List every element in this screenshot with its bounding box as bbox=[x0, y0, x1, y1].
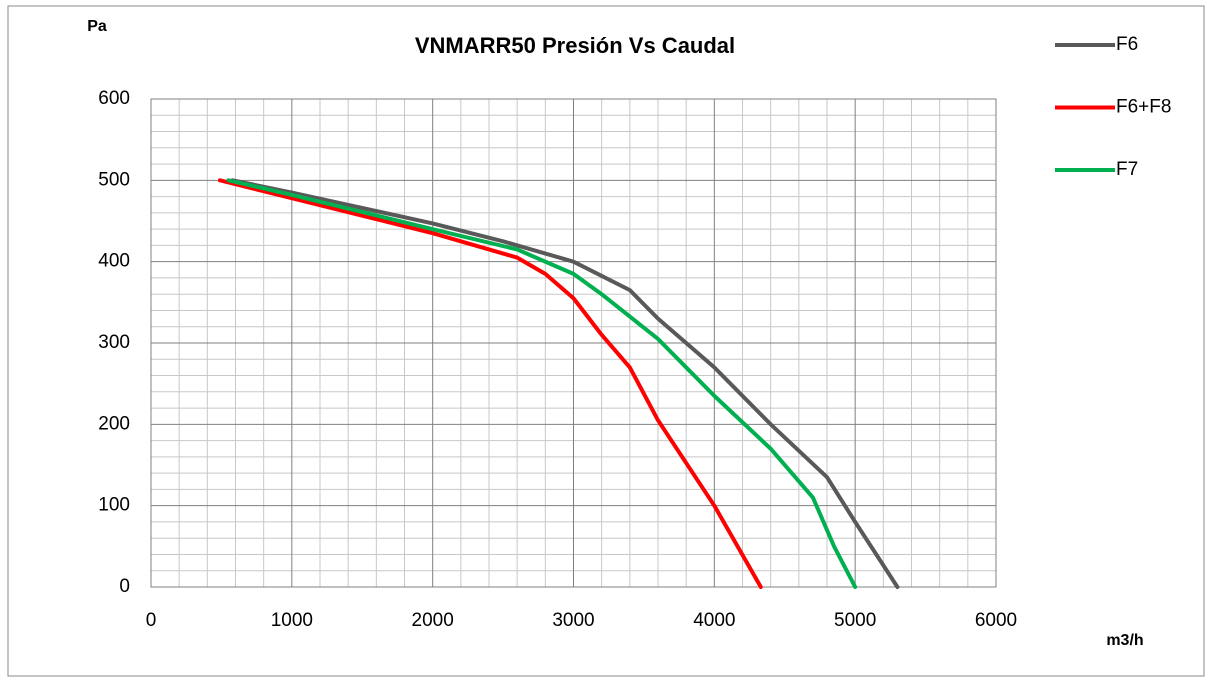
x-tick-label: 5000 bbox=[834, 610, 876, 631]
y-tick-label: 200 bbox=[98, 413, 130, 434]
x-axis-label: m3/h bbox=[1106, 632, 1143, 649]
series-line bbox=[230, 178, 900, 589]
series-line bbox=[218, 178, 763, 589]
series-line bbox=[226, 178, 858, 589]
x-tick-label: 2000 bbox=[412, 610, 454, 631]
x-tick-label: 4000 bbox=[693, 610, 735, 631]
plot-area bbox=[150, 98, 997, 588]
y-tick-label: 0 bbox=[119, 576, 130, 597]
chart-title: VNMARR50 Presión Vs Caudal bbox=[415, 33, 735, 58]
y-tick-label: 500 bbox=[98, 169, 130, 190]
y-tick-label: 400 bbox=[98, 251, 130, 272]
x-tick-label: 0 bbox=[146, 610, 157, 631]
legend-label: F7 bbox=[1116, 159, 1138, 180]
x-tick-label: 1000 bbox=[271, 610, 313, 631]
y-tick-label: 600 bbox=[98, 88, 130, 109]
y-tick-label: 100 bbox=[98, 495, 130, 516]
x-tick-label: 6000 bbox=[975, 610, 1017, 631]
y-tick-label: 300 bbox=[98, 332, 130, 353]
legend-label: F6+F8 bbox=[1116, 97, 1171, 118]
x-tick-label: 3000 bbox=[552, 610, 594, 631]
legend-label: F6 bbox=[1116, 34, 1138, 55]
y-axis-label: Pa bbox=[87, 18, 107, 35]
